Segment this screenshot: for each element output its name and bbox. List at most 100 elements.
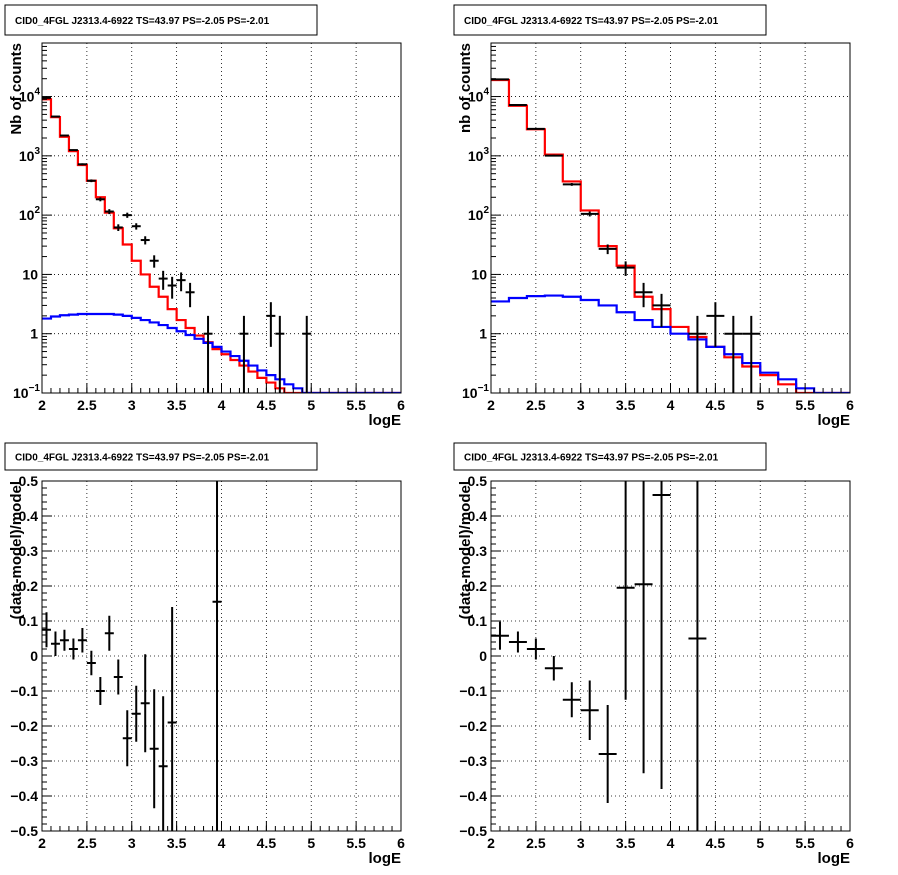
y-tick-base: 10 <box>19 207 35 223</box>
y-tick-label: 103 <box>19 146 41 164</box>
data-point <box>239 315 249 393</box>
data-point <box>59 629 69 651</box>
y-tick-label: 0.3 <box>19 543 39 559</box>
y-tick-base: 10 <box>19 148 35 164</box>
data-point <box>176 272 186 292</box>
data-point <box>95 677 105 705</box>
y-tick-base: 10 <box>468 148 484 164</box>
data-point <box>68 638 78 660</box>
data-point <box>77 628 87 653</box>
y-axis-label: (data-model)/model <box>457 481 474 619</box>
y-tick-base: 10 <box>13 385 29 401</box>
y-tick-label: −0.3 <box>10 753 38 769</box>
y-tick-label: 104 <box>468 87 490 105</box>
x-tick-label: 4.5 <box>257 835 277 851</box>
data-point <box>652 481 671 789</box>
data-point <box>266 302 276 347</box>
y-tick-label: 0.4 <box>468 508 488 524</box>
y-tick-label: 0.2 <box>19 578 39 594</box>
y-tick-label: 0.4 <box>19 508 39 524</box>
x-tick-label: 5 <box>307 397 315 413</box>
x-tick-label: 4 <box>218 835 226 851</box>
data-point <box>167 276 177 299</box>
x-tick-label: 5 <box>756 397 764 413</box>
data-point <box>149 689 159 809</box>
data-point <box>203 315 213 393</box>
x-tick-label: 2 <box>487 835 495 851</box>
y-tick-label: −0.4 <box>459 788 487 804</box>
x-tick-label: 2 <box>38 397 46 413</box>
x-tick-label: 4.5 <box>706 835 726 851</box>
x-tick-label: 5 <box>307 835 315 851</box>
x-tick-label: 5.5 <box>346 835 366 851</box>
data-point <box>724 315 743 393</box>
data-point <box>688 481 707 831</box>
data-point <box>491 621 509 650</box>
y-tick-label: 102 <box>19 205 41 223</box>
x-tick-label: 5.5 <box>795 397 815 413</box>
data-point <box>68 149 78 152</box>
series-1-histogram <box>491 78 850 393</box>
data-point <box>140 654 150 753</box>
data-point <box>104 209 114 215</box>
data-point <box>598 244 617 255</box>
y-tick-label: 103 <box>468 146 490 164</box>
y-tick-label: −0.5 <box>459 823 487 839</box>
x-axis-label: logE <box>369 412 402 429</box>
data-point <box>688 315 707 393</box>
x-tick-label: 4 <box>667 397 675 413</box>
x-axis-label: logE <box>818 850 851 867</box>
data-point <box>167 607 177 831</box>
data-point <box>149 255 159 268</box>
y-tick-label: 104 <box>19 87 41 105</box>
y-axis-label: (data-model)/model <box>8 481 25 619</box>
y-tick-label: 0.5 <box>468 473 488 489</box>
data-point <box>562 183 581 186</box>
plot-area <box>491 481 707 831</box>
y-tick-exponent: 3 <box>483 146 489 157</box>
x-tick-label: 3 <box>128 397 136 413</box>
chart-2: CID0_4FGL J2313.4-6922 TS=43.97 PS=-2.05… <box>453 4 854 429</box>
data-point <box>302 315 312 393</box>
x-tick-label: 2.5 <box>526 835 546 851</box>
data-point <box>652 293 671 327</box>
plot-area <box>491 78 850 393</box>
y-tick-label: −0.2 <box>459 718 487 734</box>
y-tick-label: −0.1 <box>10 683 38 699</box>
data-point <box>544 154 563 157</box>
data-point <box>158 270 168 290</box>
x-tick-label: 4 <box>667 835 675 851</box>
y-tick-label: 102 <box>468 205 490 223</box>
data-point <box>508 104 527 107</box>
y-tick-label: 0.5 <box>19 473 39 489</box>
x-tick-label: 3.5 <box>616 397 636 413</box>
data-point <box>580 680 599 740</box>
chart-3: CID0_4FGL J2313.4-6922 TS=43.97 PS=-2.05… <box>4 442 405 867</box>
x-tick-label: 2.5 <box>77 835 97 851</box>
data-point <box>158 696 168 831</box>
data-point <box>526 638 545 660</box>
x-tick-label: 3 <box>577 397 585 413</box>
data-point <box>212 481 222 831</box>
x-tick-label: 4.5 <box>706 397 726 413</box>
y-tick-base: 10 <box>19 89 35 105</box>
y-tick-label: 0.1 <box>468 613 488 629</box>
x-tick-label: 3.5 <box>167 397 187 413</box>
data-point <box>104 615 114 651</box>
y-tick-exponent: 2 <box>34 205 40 216</box>
data-point <box>562 682 581 718</box>
y-tick-label: 1 <box>30 326 38 342</box>
data-point <box>131 223 141 230</box>
data-point <box>508 631 527 653</box>
data-point <box>634 282 653 308</box>
data-point <box>86 179 96 183</box>
data-point <box>122 710 132 767</box>
y-tick-exponent: 3 <box>34 146 40 157</box>
data-point <box>616 481 635 700</box>
data-point <box>706 302 725 347</box>
x-tick-label: 3.5 <box>167 835 187 851</box>
x-tick-label: 6 <box>397 835 405 851</box>
x-tick-label: 4.5 <box>257 397 277 413</box>
x-axis-label: logE <box>818 412 851 429</box>
